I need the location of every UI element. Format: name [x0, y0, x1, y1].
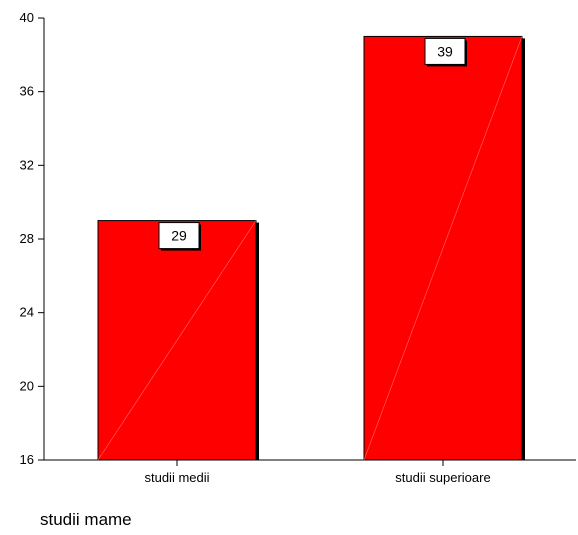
bars [97, 35, 525, 461]
y-tick-label: 16 [20, 452, 34, 467]
y-tick-label: 28 [20, 231, 34, 246]
bar-chart: 16 20 24 28 32 36 40 studii medii 29 studii supe… [20, 10, 576, 485]
data-label: 29 [171, 228, 187, 244]
data-label: 39 [437, 43, 453, 59]
y-tick-label: 32 [20, 157, 34, 172]
data-label-box [158, 222, 200, 250]
y-tick-label: 20 [20, 378, 34, 393]
x-tick-label: studii medii [144, 470, 209, 485]
data-label-box [424, 37, 466, 65]
y-tick-label: 24 [20, 305, 34, 320]
x-axis-title: studii mame [40, 510, 132, 529]
y-tick-label: 36 [20, 84, 34, 99]
y-tick-label: 40 [20, 10, 34, 25]
bar-diagonal [97, 220, 257, 461]
labels: studii medii 29 studii superioare 39 [144, 37, 491, 485]
bar-diagonal [363, 36, 523, 461]
x-tick-label: studii superioare [395, 470, 490, 485]
